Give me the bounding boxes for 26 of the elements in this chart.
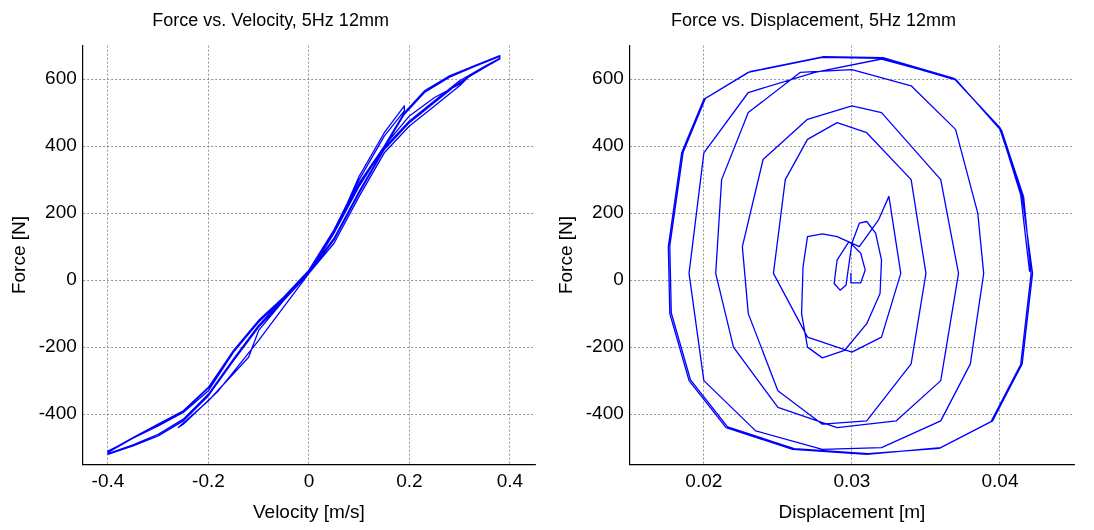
x-tick-label: 0.02 <box>685 470 723 492</box>
x-tick-label: 0 <box>303 470 315 492</box>
x-tick-label: -0.2 <box>192 470 225 492</box>
y-axis-title: Force [N] <box>7 215 29 295</box>
y-tick-label: -400 <box>38 402 77 424</box>
x-axis-title: Velocity [m/s] <box>252 500 365 522</box>
x-tick-label: 0.4 <box>496 470 524 492</box>
y-tick-label: 400 <box>45 134 77 156</box>
chart-title: Force vs. Velocity, 5Hz 12mm <box>152 9 389 30</box>
x-tick-label: 0.04 <box>981 470 1019 492</box>
x-tick-label: 0.2 <box>396 470 423 492</box>
y-tick-label: 400 <box>592 134 624 156</box>
y-tick-label: 200 <box>45 201 77 223</box>
y-tick-label: -400 <box>585 402 624 424</box>
y-tick-label: 600 <box>592 67 624 89</box>
y-tick-label: -200 <box>585 335 624 357</box>
x-axis-title: Displacement [m] <box>778 500 926 522</box>
y-tick-label: 200 <box>592 201 624 223</box>
y-tick-label: 0 <box>613 268 624 290</box>
chart-title: Force vs. Displacement, 5Hz 12mm <box>670 9 957 30</box>
y-tick-label: -200 <box>38 335 77 357</box>
x-tick-label: 0.03 <box>833 470 871 492</box>
y-axis-title: Force [N] <box>554 215 576 295</box>
y-tick-label: 600 <box>45 67 77 89</box>
x-tick-label: -0.4 <box>91 470 125 492</box>
y-tick-label: 0 <box>66 268 77 290</box>
